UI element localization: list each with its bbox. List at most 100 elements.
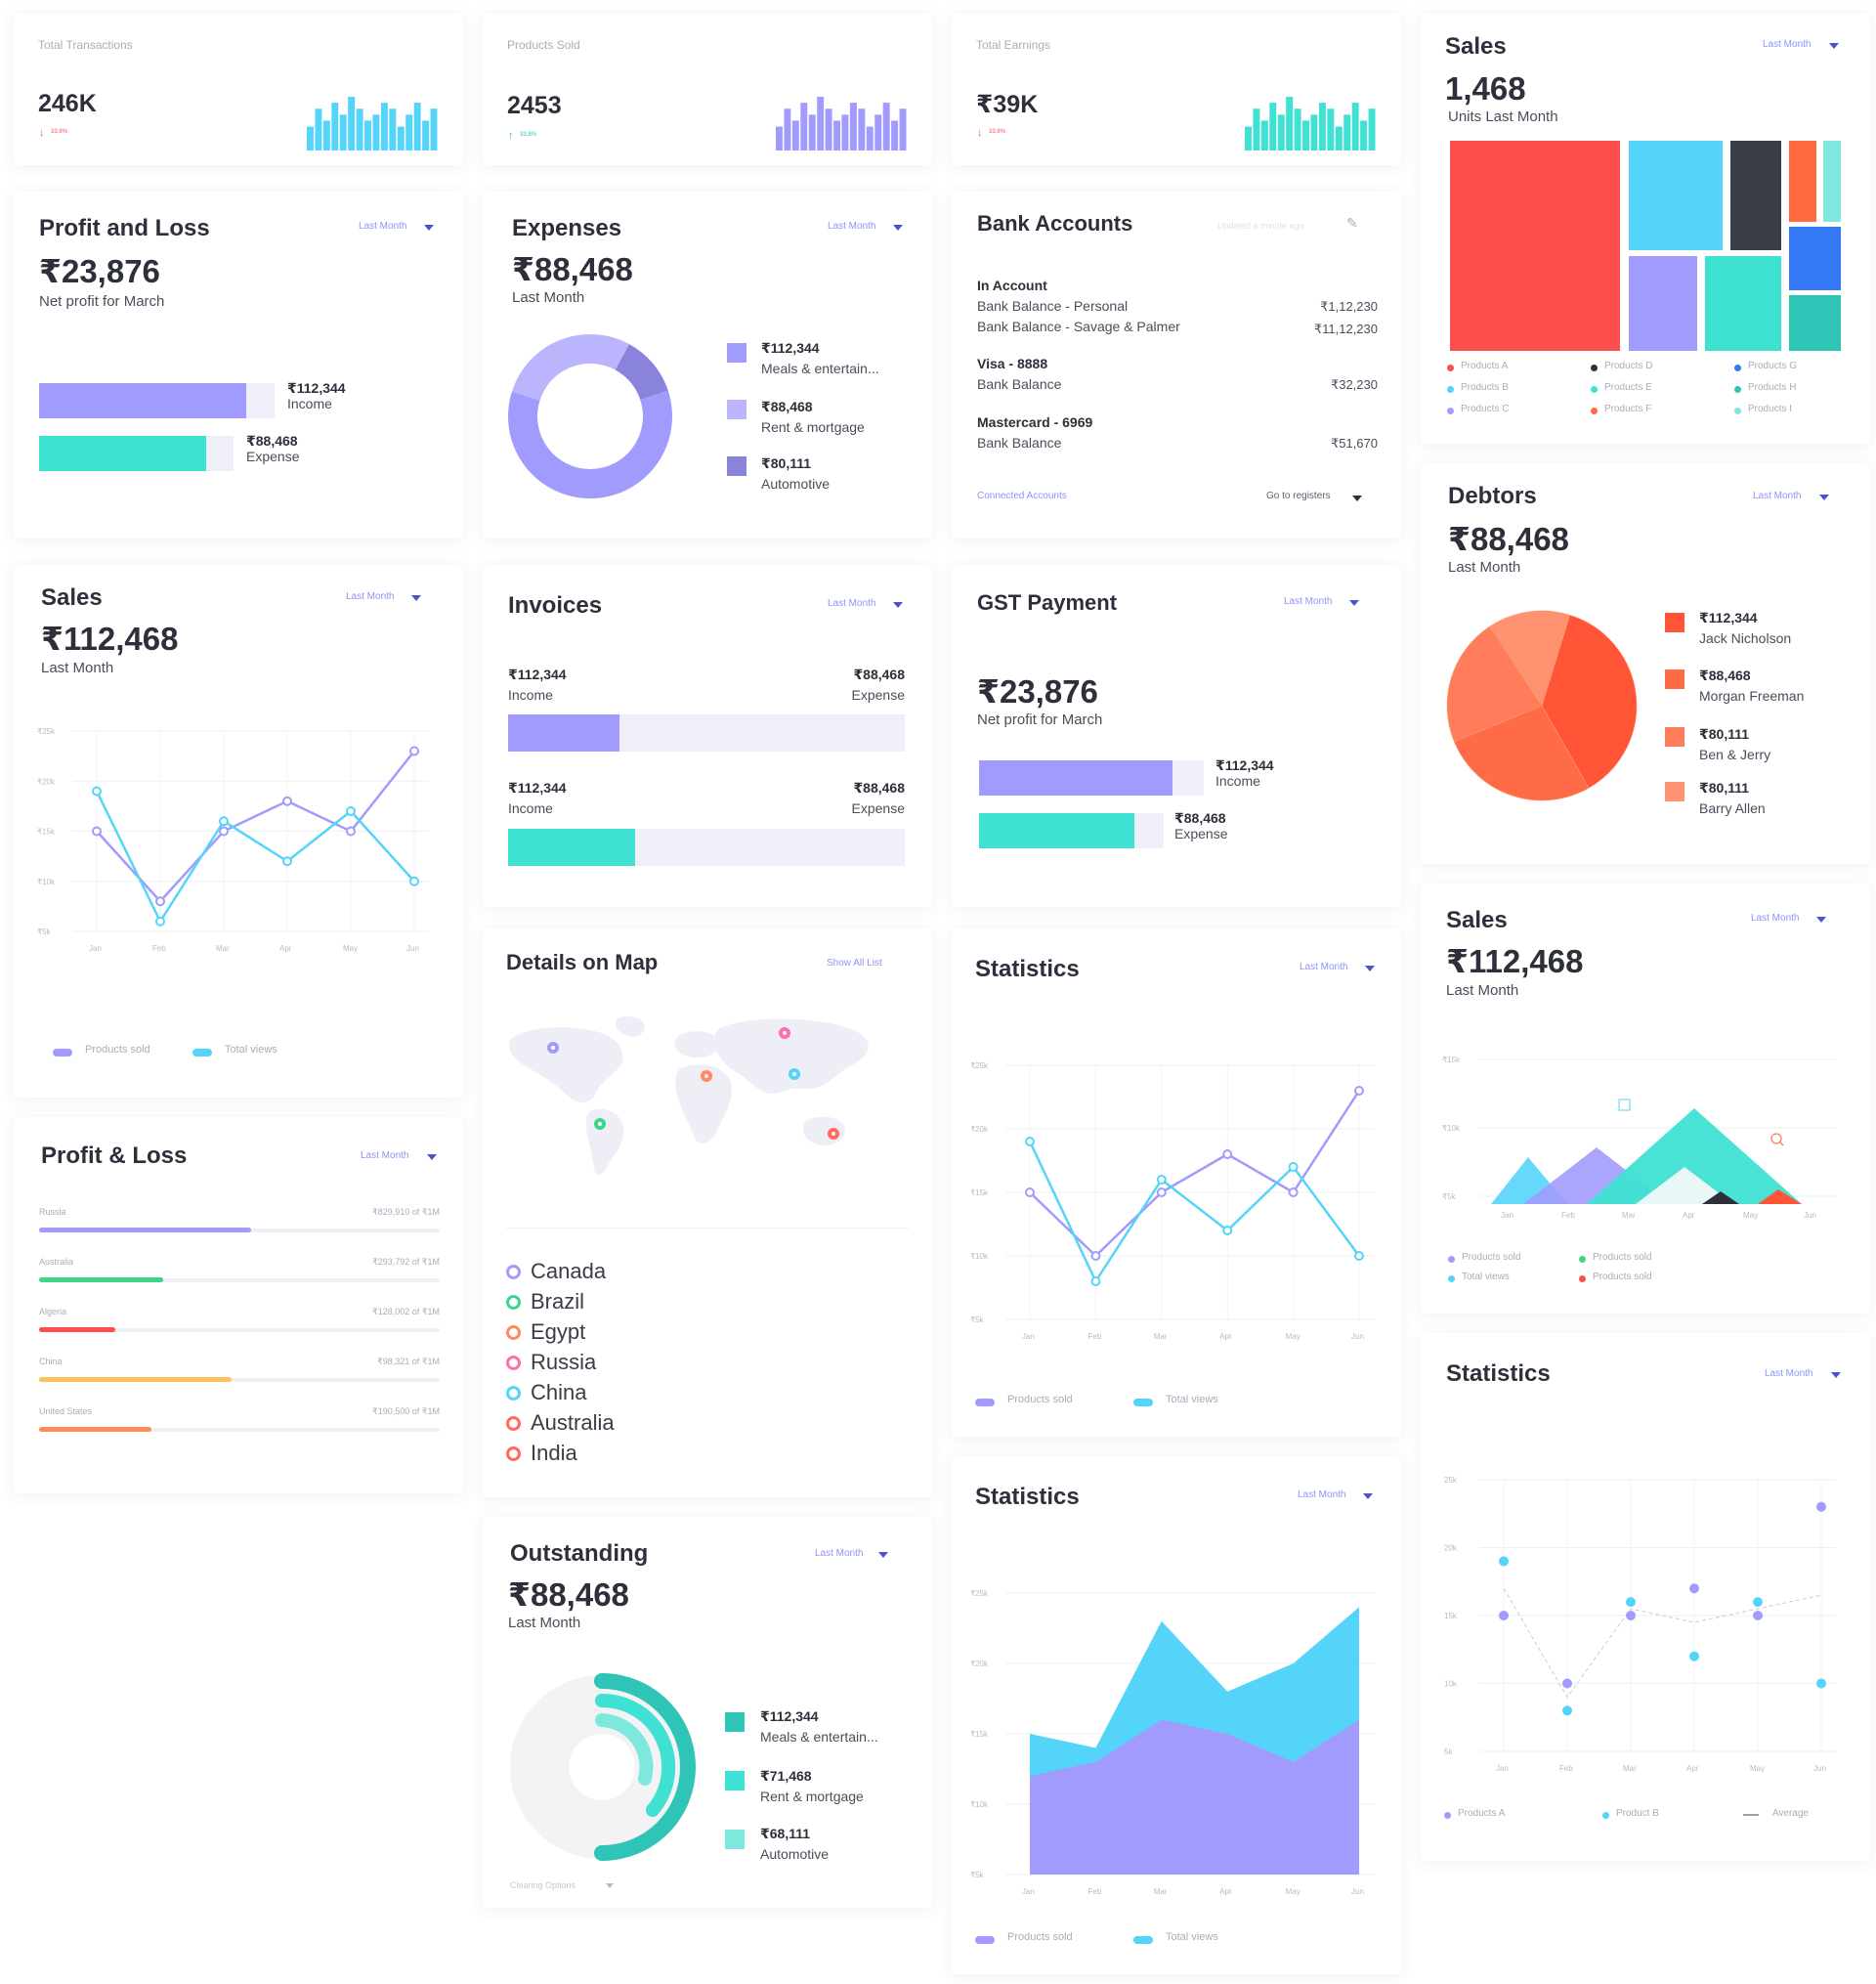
chevron-down-icon[interactable] bbox=[1352, 496, 1362, 501]
country-name: United States bbox=[39, 1406, 93, 1416]
kpi-label: Products Sold bbox=[507, 38, 580, 52]
chevron-down-icon[interactable] bbox=[893, 225, 903, 231]
line-series bbox=[1028, 1141, 1361, 1283]
pie-slice bbox=[1489, 610, 1571, 707]
country-name: Australia bbox=[39, 1257, 74, 1267]
details-map-card: Details on Map Show All List Canada Braz… bbox=[483, 928, 932, 1497]
period-dropdown[interactable]: Last Month bbox=[359, 221, 407, 232]
progress-track bbox=[39, 1278, 440, 1282]
chevron-down-icon[interactable] bbox=[1365, 966, 1375, 971]
card-title: Expenses bbox=[512, 215, 622, 241]
statistics-line-card: Statistics Last Month ₹5k ₹10k ₹15k ₹20k ₹25… bbox=[952, 928, 1401, 1437]
chevron-down-icon[interactable] bbox=[1349, 600, 1359, 606]
chevron-down-icon[interactable] bbox=[1816, 917, 1826, 923]
connected-accounts-link[interactable]: Connected Accounts bbox=[977, 491, 1067, 501]
area-series bbox=[1030, 1719, 1359, 1875]
kpi-bar bbox=[808, 114, 816, 151]
chevron-down-icon[interactable] bbox=[424, 225, 434, 231]
x-tick-label: Jan bbox=[1501, 1211, 1514, 1220]
period-dropdown[interactable]: Last Month bbox=[828, 598, 876, 609]
chevron-down-icon[interactable] bbox=[1819, 495, 1829, 500]
scatter-point bbox=[1626, 1597, 1636, 1608]
y-tick-label: ₹20k bbox=[37, 777, 56, 786]
y-tick-label: 25k bbox=[1444, 1476, 1458, 1485]
chevron-down-icon[interactable] bbox=[1831, 1372, 1841, 1378]
y-tick-label: ₹10k bbox=[971, 1800, 989, 1809]
line-point bbox=[92, 826, 102, 837]
y-tick-label: ₹15k bbox=[1442, 1056, 1461, 1064]
period-dropdown[interactable]: Last Month bbox=[361, 1150, 409, 1161]
pie-slice bbox=[1541, 614, 1638, 789]
legend-swatch bbox=[1665, 669, 1684, 689]
chevron-down-icon[interactable] bbox=[427, 1154, 437, 1160]
mountain-red bbox=[1758, 1189, 1802, 1204]
scatter-point bbox=[1499, 1611, 1509, 1620]
period-dropdown[interactable]: Last Month bbox=[1751, 913, 1800, 924]
go-to-registers-dropdown[interactable]: Go to registers bbox=[1266, 491, 1331, 501]
y-tick-label: ₹5k bbox=[37, 927, 52, 936]
chevron-down-icon[interactable] bbox=[1363, 1493, 1373, 1499]
kpi-change: 33.8% bbox=[989, 129, 1006, 135]
scatter-point bbox=[1499, 1556, 1509, 1567]
kpi-bar bbox=[800, 103, 808, 151]
line-point bbox=[282, 796, 292, 806]
line-point bbox=[219, 826, 229, 837]
scatter-point bbox=[1562, 1678, 1572, 1689]
pie-slice bbox=[1446, 625, 1543, 743]
chevron-down-icon[interactable] bbox=[878, 1552, 888, 1558]
kpi-bar bbox=[1343, 114, 1351, 151]
chevron-down-icon[interactable] bbox=[606, 1883, 614, 1888]
country-amount: ₹293,792 of ₹1M bbox=[372, 1257, 440, 1267]
kpi-bar bbox=[1269, 103, 1277, 151]
x-tick-label: Mar bbox=[1154, 1887, 1168, 1896]
x-tick-label: Feb bbox=[1087, 1887, 1101, 1896]
kpi-bar bbox=[372, 114, 380, 151]
scatter-point bbox=[1753, 1597, 1763, 1608]
kpi-bar bbox=[331, 103, 339, 151]
country-amount: ₹128,002 of ₹1M bbox=[372, 1307, 440, 1316]
show-all-list-link[interactable]: Show All List bbox=[827, 958, 882, 969]
country-name: China bbox=[39, 1357, 63, 1366]
x-tick-label: May bbox=[1750, 1764, 1765, 1773]
chevron-down-icon[interactable] bbox=[1829, 43, 1839, 49]
kpi-bar bbox=[874, 114, 882, 151]
line-point bbox=[1354, 1086, 1364, 1096]
period-dropdown[interactable]: Last Month bbox=[1763, 39, 1812, 50]
chevron-down-icon[interactable] bbox=[411, 595, 421, 601]
expense-item: ₹112,344 Meals & entertain... bbox=[761, 340, 879, 376]
period-dropdown[interactable]: Last Month bbox=[1300, 962, 1348, 972]
expense-bar bbox=[979, 813, 1134, 848]
kpi-change: 33.8% bbox=[520, 132, 537, 138]
kpi-card-transactions: Total Transactions 246K ↓ 33.8% bbox=[14, 14, 463, 165]
country-name: Algeria bbox=[39, 1307, 67, 1316]
period-dropdown[interactable]: Last Month bbox=[1284, 596, 1333, 607]
period-dropdown[interactable]: Last Month bbox=[1753, 491, 1802, 501]
edit-pencil-icon[interactable]: ✎ bbox=[1346, 215, 1358, 231]
radial-arc-automotive bbox=[595, 1713, 654, 1786]
kpi-bar bbox=[380, 103, 388, 151]
progress-track bbox=[39, 1378, 440, 1382]
x-tick-label: Apr bbox=[1219, 1887, 1232, 1896]
country-amount: ₹98,321 of ₹1M bbox=[377, 1357, 440, 1366]
invoice-income: ₹112,344 Income bbox=[508, 780, 567, 816]
legend-swatch bbox=[727, 400, 746, 419]
period-dropdown[interactable]: Last Month bbox=[828, 221, 876, 232]
invoice-bar bbox=[508, 829, 635, 866]
period-dropdown[interactable]: Last Month bbox=[815, 1548, 864, 1559]
outstanding-radial-chart bbox=[510, 1673, 696, 1861]
x-tick-label: Mar bbox=[216, 944, 230, 953]
chevron-down-icon[interactable] bbox=[893, 602, 903, 608]
y-tick-label: ₹5k bbox=[1442, 1192, 1457, 1201]
card-title: Statistics bbox=[1446, 1360, 1551, 1387]
continents bbox=[509, 1016, 869, 1175]
clearing-options-dropdown[interactable]: Clearing Options bbox=[510, 1880, 576, 1890]
invoices-card: Invoices Last Month ₹112,344 Income ₹88,4… bbox=[483, 565, 932, 907]
x-tick-label: May bbox=[1286, 1332, 1300, 1341]
line-point bbox=[1288, 1187, 1299, 1197]
country-progress-row: United States ₹190,500 of ₹1M bbox=[39, 1406, 440, 1445]
period-dropdown[interactable]: Last Month bbox=[346, 591, 395, 602]
period-dropdown[interactable]: Last Month bbox=[1298, 1489, 1346, 1500]
card-subtitle: Last Month bbox=[1446, 982, 1519, 999]
period-dropdown[interactable]: Last Month bbox=[1765, 1368, 1813, 1379]
kpi-bar bbox=[882, 103, 890, 151]
